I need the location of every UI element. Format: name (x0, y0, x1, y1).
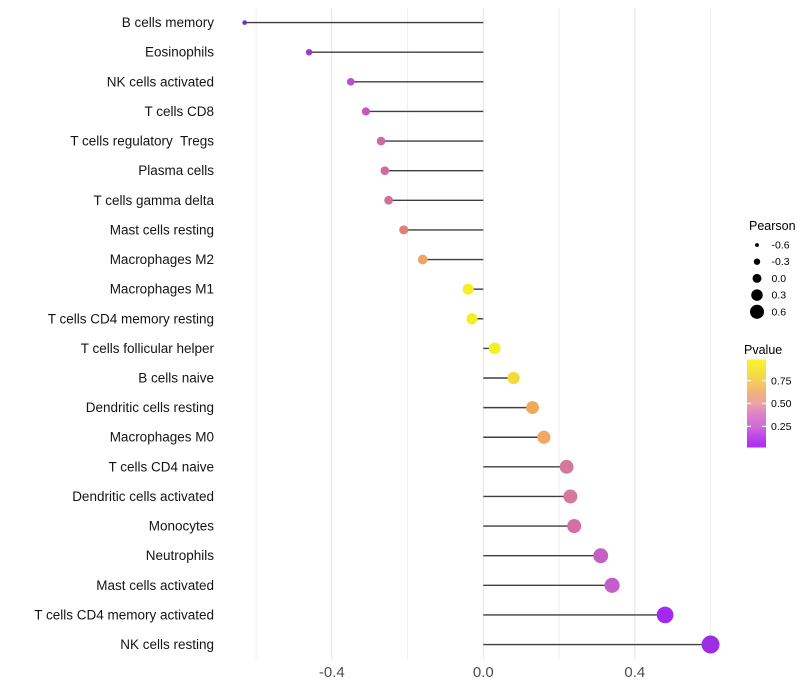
y-axis-label: Neutrophils (146, 548, 215, 563)
y-axis-label: T cells CD4 memory resting (48, 311, 214, 326)
y-axis-label: Macrophages M2 (110, 252, 214, 267)
lollipop-dot (346, 78, 355, 86)
color-legend-title: Pvalue (744, 343, 782, 357)
y-axis-label: Plasma cells (138, 163, 214, 178)
lollipop-dot (242, 20, 247, 25)
y-axis-label: T cells CD8 (144, 104, 214, 119)
x-axis-tick-label: 0.4 (624, 664, 645, 681)
lollipop-dot (488, 342, 501, 355)
y-axis-label: Monocytes (149, 519, 215, 534)
y-axis-label: B cells naive (138, 371, 214, 386)
size-legend-key-label: 0.6 (772, 306, 787, 318)
y-axis-label: NK cells activated (107, 74, 214, 89)
lollipop-dot (563, 489, 578, 504)
y-axis-label: Macrophages M1 (110, 282, 214, 297)
size-legend-key-dot (751, 289, 763, 301)
y-axis-label: Macrophages M0 (110, 430, 214, 445)
y-axis-label: T cells regulatory Tregs (70, 134, 214, 149)
y-axis-label: T cells CD4 memory activated (34, 607, 214, 622)
lollipop-dot (305, 48, 313, 56)
lollipop-dot (507, 371, 520, 385)
size-legend-key-dot (752, 273, 762, 283)
size-legend-key-dot (753, 258, 761, 265)
size-legend-key-label: 0.3 (772, 290, 787, 302)
color-legend-tick-label: 0.50 (771, 398, 792, 410)
lollipop-dot (593, 548, 609, 564)
x-axis-tick-label: 0.0 (473, 664, 494, 681)
size-legend-key-label: -0.3 (772, 256, 790, 268)
lollipop-dot (361, 107, 370, 116)
size-legend-key-label: -0.6 (772, 240, 790, 252)
lollipop-dot (417, 254, 428, 265)
y-axis-label: NK cells resting (120, 637, 214, 652)
size-legend-key-dot (749, 304, 765, 319)
size-legend-key-dot (755, 243, 759, 247)
y-axis-label: T cells CD4 naive (108, 459, 214, 474)
lollipop-dot (462, 283, 474, 295)
y-axis-label: T cells follicular helper (81, 341, 215, 356)
lollipop-dot (701, 635, 720, 654)
lollipop-dot (537, 430, 551, 444)
lollipop-dot (384, 195, 393, 205)
lollipop-dot (376, 136, 386, 146)
y-axis-label: B cells memory (122, 15, 215, 30)
lollipop-dot (466, 313, 478, 325)
y-axis-label: Dendritic cells activated (72, 489, 214, 504)
lollipop-dot (559, 459, 574, 474)
color-legend-tick-label: 0.75 (771, 375, 792, 387)
lollipop-dot (567, 519, 582, 534)
size-legend-title: Pearson (749, 219, 796, 233)
y-axis-label: Dendritic cells resting (86, 400, 214, 415)
lollipop-dot (380, 166, 390, 176)
size-legend-key-label: 0.0 (772, 273, 787, 285)
color-legend-tick-label: 0.25 (771, 421, 792, 433)
lollipop-dot (656, 606, 674, 624)
x-axis-tick-label: -0.4 (319, 664, 345, 681)
y-axis-label: Mast cells resting (110, 222, 214, 237)
lollipop-dot (399, 225, 409, 235)
pvalue-colorbar (747, 359, 766, 448)
lollipop-dot (604, 577, 620, 593)
y-axis-label: Eosinophils (145, 45, 214, 60)
lollipop-dot (526, 401, 539, 415)
y-axis-label: T cells gamma delta (93, 193, 214, 208)
y-axis-label: Mast cells activated (96, 578, 214, 593)
